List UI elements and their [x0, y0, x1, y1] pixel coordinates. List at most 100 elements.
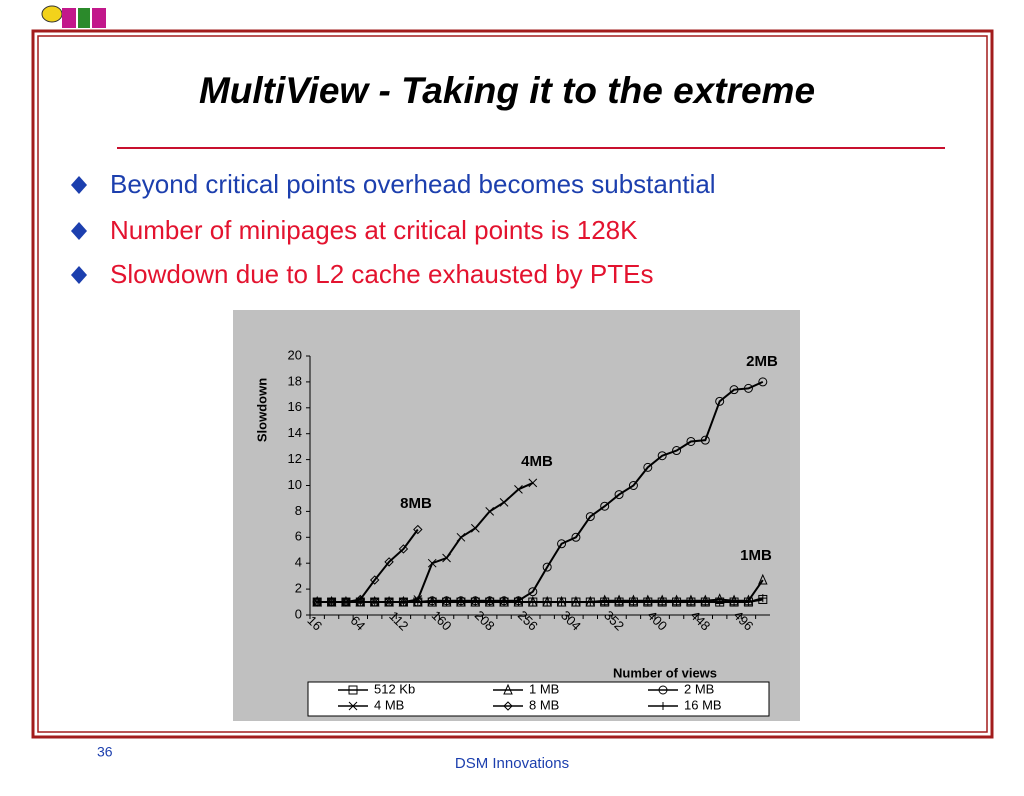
marker: [701, 598, 710, 607]
marker: [470, 523, 480, 533]
legend-label: 512 Kb: [374, 681, 415, 696]
marker: [471, 598, 480, 607]
marker: [485, 507, 495, 516]
bullet-list: Beyond critical points overhead becomes …: [71, 169, 716, 289]
slide-title: MultiView - Taking it to the extreme: [199, 70, 815, 111]
marker: [369, 575, 380, 585]
marker: [413, 524, 423, 535]
marker: [413, 598, 422, 607]
bullet: Beyond critical points overhead becomes …: [110, 169, 716, 199]
marker: [628, 481, 638, 490]
marker: [442, 553, 451, 563]
marker: [503, 683, 513, 695]
marker: [528, 598, 537, 607]
marker: [341, 598, 350, 607]
annotation: 4MB: [521, 453, 553, 470]
marker: [542, 562, 552, 572]
marker: [399, 598, 408, 607]
annotation: 1MB: [740, 547, 772, 564]
y-tick-label: 4: [295, 555, 302, 570]
marker: [585, 512, 595, 522]
marker: [348, 685, 358, 695]
marker: [600, 598, 609, 607]
y-tick-label: 2: [295, 581, 302, 596]
marker: [700, 435, 710, 445]
marker: [557, 598, 566, 607]
frame-outer: [31, 29, 994, 739]
marker: [715, 598, 724, 607]
legend: 512 Kb 1 MB 2 MB 4 MB 8 MB 16 MB: [307, 681, 770, 717]
marker: [398, 544, 409, 554]
marker: [356, 598, 365, 607]
marker: [442, 598, 451, 607]
marker: [385, 598, 394, 607]
bullet-icon: [71, 176, 87, 194]
marker: [715, 396, 725, 406]
logo: [40, 5, 115, 31]
marker: [643, 598, 652, 607]
page-number: 36: [97, 744, 113, 760]
marker: [686, 598, 695, 607]
x-axis-title: Number of views: [613, 665, 717, 680]
marker: [730, 598, 739, 607]
y-tick-label: 8: [295, 503, 302, 518]
marker: [327, 598, 336, 607]
marker: [672, 598, 681, 607]
marker: [571, 532, 581, 542]
marker: [758, 594, 767, 603]
legend-label: 2 MB: [684, 681, 714, 696]
chart-area: [233, 310, 800, 721]
marker: [500, 598, 509, 607]
marker: [659, 702, 667, 710]
marker: [370, 598, 379, 607]
marker: [571, 598, 580, 607]
bullet-icon: [71, 222, 87, 240]
legend-label: 16 MB: [684, 697, 722, 712]
legend-label: 1 MB: [529, 681, 559, 696]
marker: [743, 383, 753, 393]
marker: [672, 446, 682, 456]
marker: [657, 451, 667, 461]
marker: [729, 385, 739, 395]
marker: [456, 598, 465, 607]
marker: [629, 598, 638, 607]
y-tick-label: 20: [288, 347, 302, 362]
marker: [600, 501, 610, 511]
y-tick-label: 14: [288, 425, 302, 440]
marker: [643, 462, 653, 472]
frame-inner: [37, 35, 988, 733]
legend-box: [307, 681, 770, 717]
marker: [485, 598, 494, 607]
marker: [514, 485, 523, 494]
y-tick-label: 10: [288, 477, 302, 492]
marker: [543, 598, 552, 607]
marker: [428, 598, 437, 607]
legend-label: 8 MB: [529, 697, 559, 712]
marker: [348, 701, 358, 711]
marker: [686, 436, 696, 446]
marker: [744, 598, 753, 607]
marker: [456, 532, 466, 542]
marker: [514, 598, 523, 607]
marker: [499, 497, 509, 507]
y-tick-label: 12: [288, 451, 302, 466]
marker: [658, 685, 668, 695]
bullet: Slowdown due to L2 cache exhausted by PT…: [110, 259, 653, 289]
legend-label: 4 MB: [374, 697, 404, 712]
marker: [528, 587, 538, 597]
marker: [503, 701, 513, 711]
y-tick-label: 0: [295, 606, 302, 621]
annotation: 8MB: [400, 495, 432, 512]
marker: [758, 377, 768, 387]
y-axis-title: Slowdown: [254, 378, 269, 442]
marker: [586, 598, 595, 607]
marker: [557, 539, 567, 549]
y-tick-label: 6: [295, 529, 302, 544]
marker: [528, 478, 538, 488]
marker: [758, 573, 768, 585]
annotation: 2MB: [746, 353, 778, 370]
bullet: Number of minipages at critical points i…: [110, 215, 638, 245]
bullet-icon: [71, 266, 87, 284]
